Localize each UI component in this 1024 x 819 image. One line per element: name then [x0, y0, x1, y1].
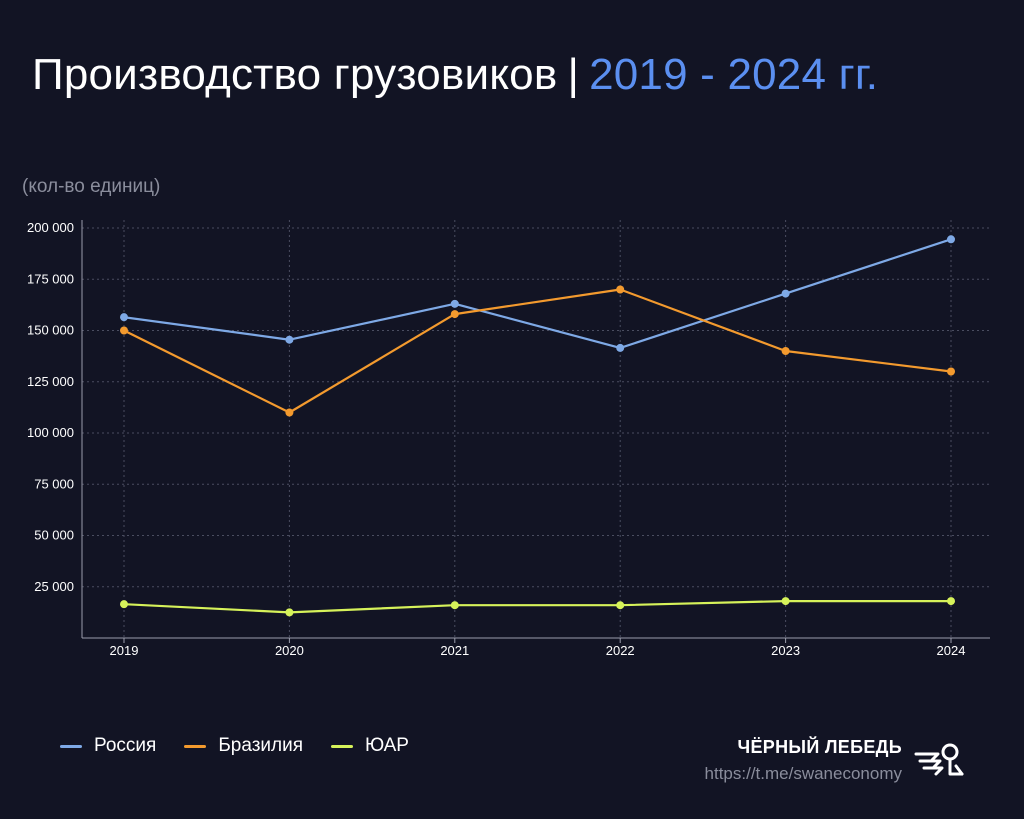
data-point: [120, 600, 128, 609]
y-tick-label: 75 000: [34, 476, 74, 491]
chart-title: Производство грузовиков | 2019 - 2024 гг.: [32, 50, 878, 100]
data-point: [616, 601, 625, 610]
x-tick-label: 2020: [275, 643, 304, 658]
data-point: [947, 597, 955, 606]
swan-logo-icon: [914, 743, 964, 776]
data-point: [450, 601, 459, 610]
data-point: [616, 285, 625, 294]
data-point: [616, 343, 625, 352]
y-axis-units-label: (кол-во единиц): [22, 176, 161, 197]
series-line-0: [123, 238, 952, 350]
x-tick-label: 2021: [440, 643, 469, 658]
data-point: [285, 408, 294, 417]
data-point: [781, 597, 790, 606]
data-point: [285, 608, 294, 617]
y-tick-label: 125 000: [27, 374, 74, 389]
legend-swatch: [184, 744, 207, 748]
y-tick-label: 150 000: [27, 323, 74, 338]
x-tick-label: 2022: [606, 643, 635, 658]
legend-item: Бразилия: [184, 735, 303, 757]
chart-title-separator: |: [567, 50, 580, 99]
legend-item: Россия: [60, 735, 156, 757]
brand-block: ЧЁРНЫЙ ЛЕБЕДЬ https://t.me/swaneconomy: [705, 737, 902, 784]
data-point: [781, 289, 790, 298]
y-tick-label: 100 000: [27, 425, 74, 440]
data-point: [781, 347, 790, 355]
chart-legend: Россия Бразилия ЮАР: [60, 735, 409, 757]
y-tick-label: 50 000: [34, 528, 74, 543]
data-point: [450, 299, 459, 308]
y-tick-label: 175 000: [27, 271, 74, 286]
data-point: [450, 310, 459, 319]
x-tick-label: 2019: [110, 643, 139, 658]
series-line-1: [123, 288, 952, 414]
x-tick-label: 2024: [937, 643, 966, 658]
data-point: [947, 235, 955, 244]
legend-label: Бразилия: [218, 735, 304, 756]
brand-name: ЧЁРНЫЙ ЛЕБЕДЬ: [737, 737, 902, 757]
y-tick-label: 200 000: [27, 220, 74, 235]
data-point: [120, 326, 128, 335]
legend-swatch: [331, 744, 354, 748]
data-point: [120, 313, 128, 322]
data-point: [285, 335, 294, 344]
legend-item: ЮАР: [331, 735, 409, 757]
chart-title-main: Производство грузовиков: [32, 50, 558, 99]
x-tick-label: 2023: [771, 643, 800, 658]
series-line-2: [123, 599, 951, 614]
brand-link[interactable]: https://t.me/swaneconomy: [704, 764, 902, 783]
data-point: [947, 367, 955, 376]
legend-label: ЮАР: [365, 735, 409, 756]
legend-swatch: [60, 744, 82, 748]
y-tick-label: 25 000: [34, 579, 74, 594]
legend-label: Россия: [94, 735, 157, 756]
chart-title-years: 2019 - 2024 гг.: [589, 50, 879, 99]
